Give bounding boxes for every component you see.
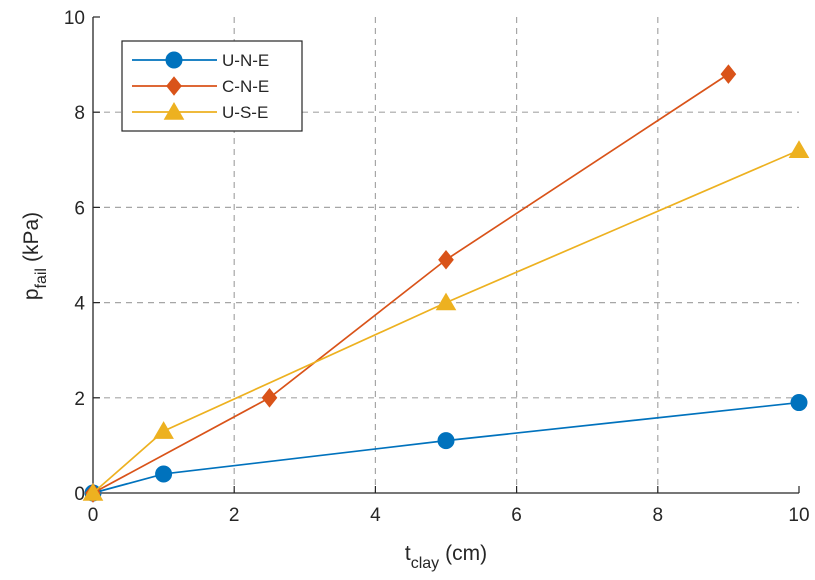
series-line-U-N-E xyxy=(92,401,800,494)
legend-item-U-N-E: U-N-E xyxy=(132,51,269,70)
x-axis-label-main: t xyxy=(405,542,411,565)
data-point-U-S-E-2 xyxy=(435,292,457,311)
x-tick-label-0: 0 xyxy=(88,505,99,526)
legend-item-U-S-E: U-S-E xyxy=(132,102,268,122)
y-tick-label-0: 0 xyxy=(74,484,85,505)
x-tick-label-8: 8 xyxy=(653,505,664,526)
data-series xyxy=(82,64,810,503)
data-point-U-S-E-1 xyxy=(153,421,174,439)
data-point-C-N-E-2 xyxy=(438,249,454,270)
data-point-U-N-E-1 xyxy=(155,465,173,483)
y-tick-label-6: 6 xyxy=(74,198,85,219)
x-axis-label-sub: clay xyxy=(411,555,439,572)
legend-marker-U-N-E xyxy=(165,51,183,69)
x-tick-label-6: 6 xyxy=(511,505,522,526)
y-axis-label: pfail (kPa) xyxy=(20,212,50,300)
legend-label-C-N-E: C-N-E xyxy=(222,77,269,96)
y-axis-label-sub: fail xyxy=(33,268,50,288)
data-point-U-S-E-0 xyxy=(82,483,104,501)
series-U-S-E xyxy=(82,140,810,501)
data-point-U-S-E-3 xyxy=(788,140,810,158)
y-tick-label-2: 2 xyxy=(74,389,85,410)
data-point-C-N-E-3 xyxy=(720,64,737,84)
legend-marker-U-S-E xyxy=(163,102,185,120)
series-U-N-E xyxy=(84,394,808,502)
series-line-U-S-E xyxy=(92,149,800,494)
data-point-U-N-E-3 xyxy=(790,394,808,412)
y-tick-label-8: 8 xyxy=(74,103,85,124)
x-axis-label-unit: (cm) xyxy=(445,542,487,565)
grid-lines xyxy=(93,17,799,493)
y-tick-label-4: 4 xyxy=(74,294,85,315)
y-axis-label-unit: (kPa) xyxy=(20,212,43,262)
series-line-C-N-E xyxy=(92,73,729,494)
legend-item-C-N-E: C-N-E xyxy=(132,76,269,96)
data-point-C-N-E-1 xyxy=(261,387,278,408)
data-point-U-N-E-2 xyxy=(437,432,455,450)
legend-label-U-N-E: U-N-E xyxy=(222,51,269,70)
legend-label-U-S-E: U-S-E xyxy=(222,103,268,122)
x-tick-label-10: 10 xyxy=(788,505,809,526)
x-tick-label-4: 4 xyxy=(370,505,381,526)
legend-marker-C-N-E xyxy=(166,76,182,96)
x-tick-label-2: 2 xyxy=(229,505,240,526)
y-axis-label-main: p xyxy=(20,288,43,300)
y-tick-label-10: 10 xyxy=(64,8,85,29)
legend: U-N-E C-N-E U-S-E xyxy=(121,40,303,132)
tick-labels: 0 2 4 6 8 10 0 2 4 6 8 10 xyxy=(64,8,810,526)
x-axis-label: tclay (cm) xyxy=(405,542,487,572)
